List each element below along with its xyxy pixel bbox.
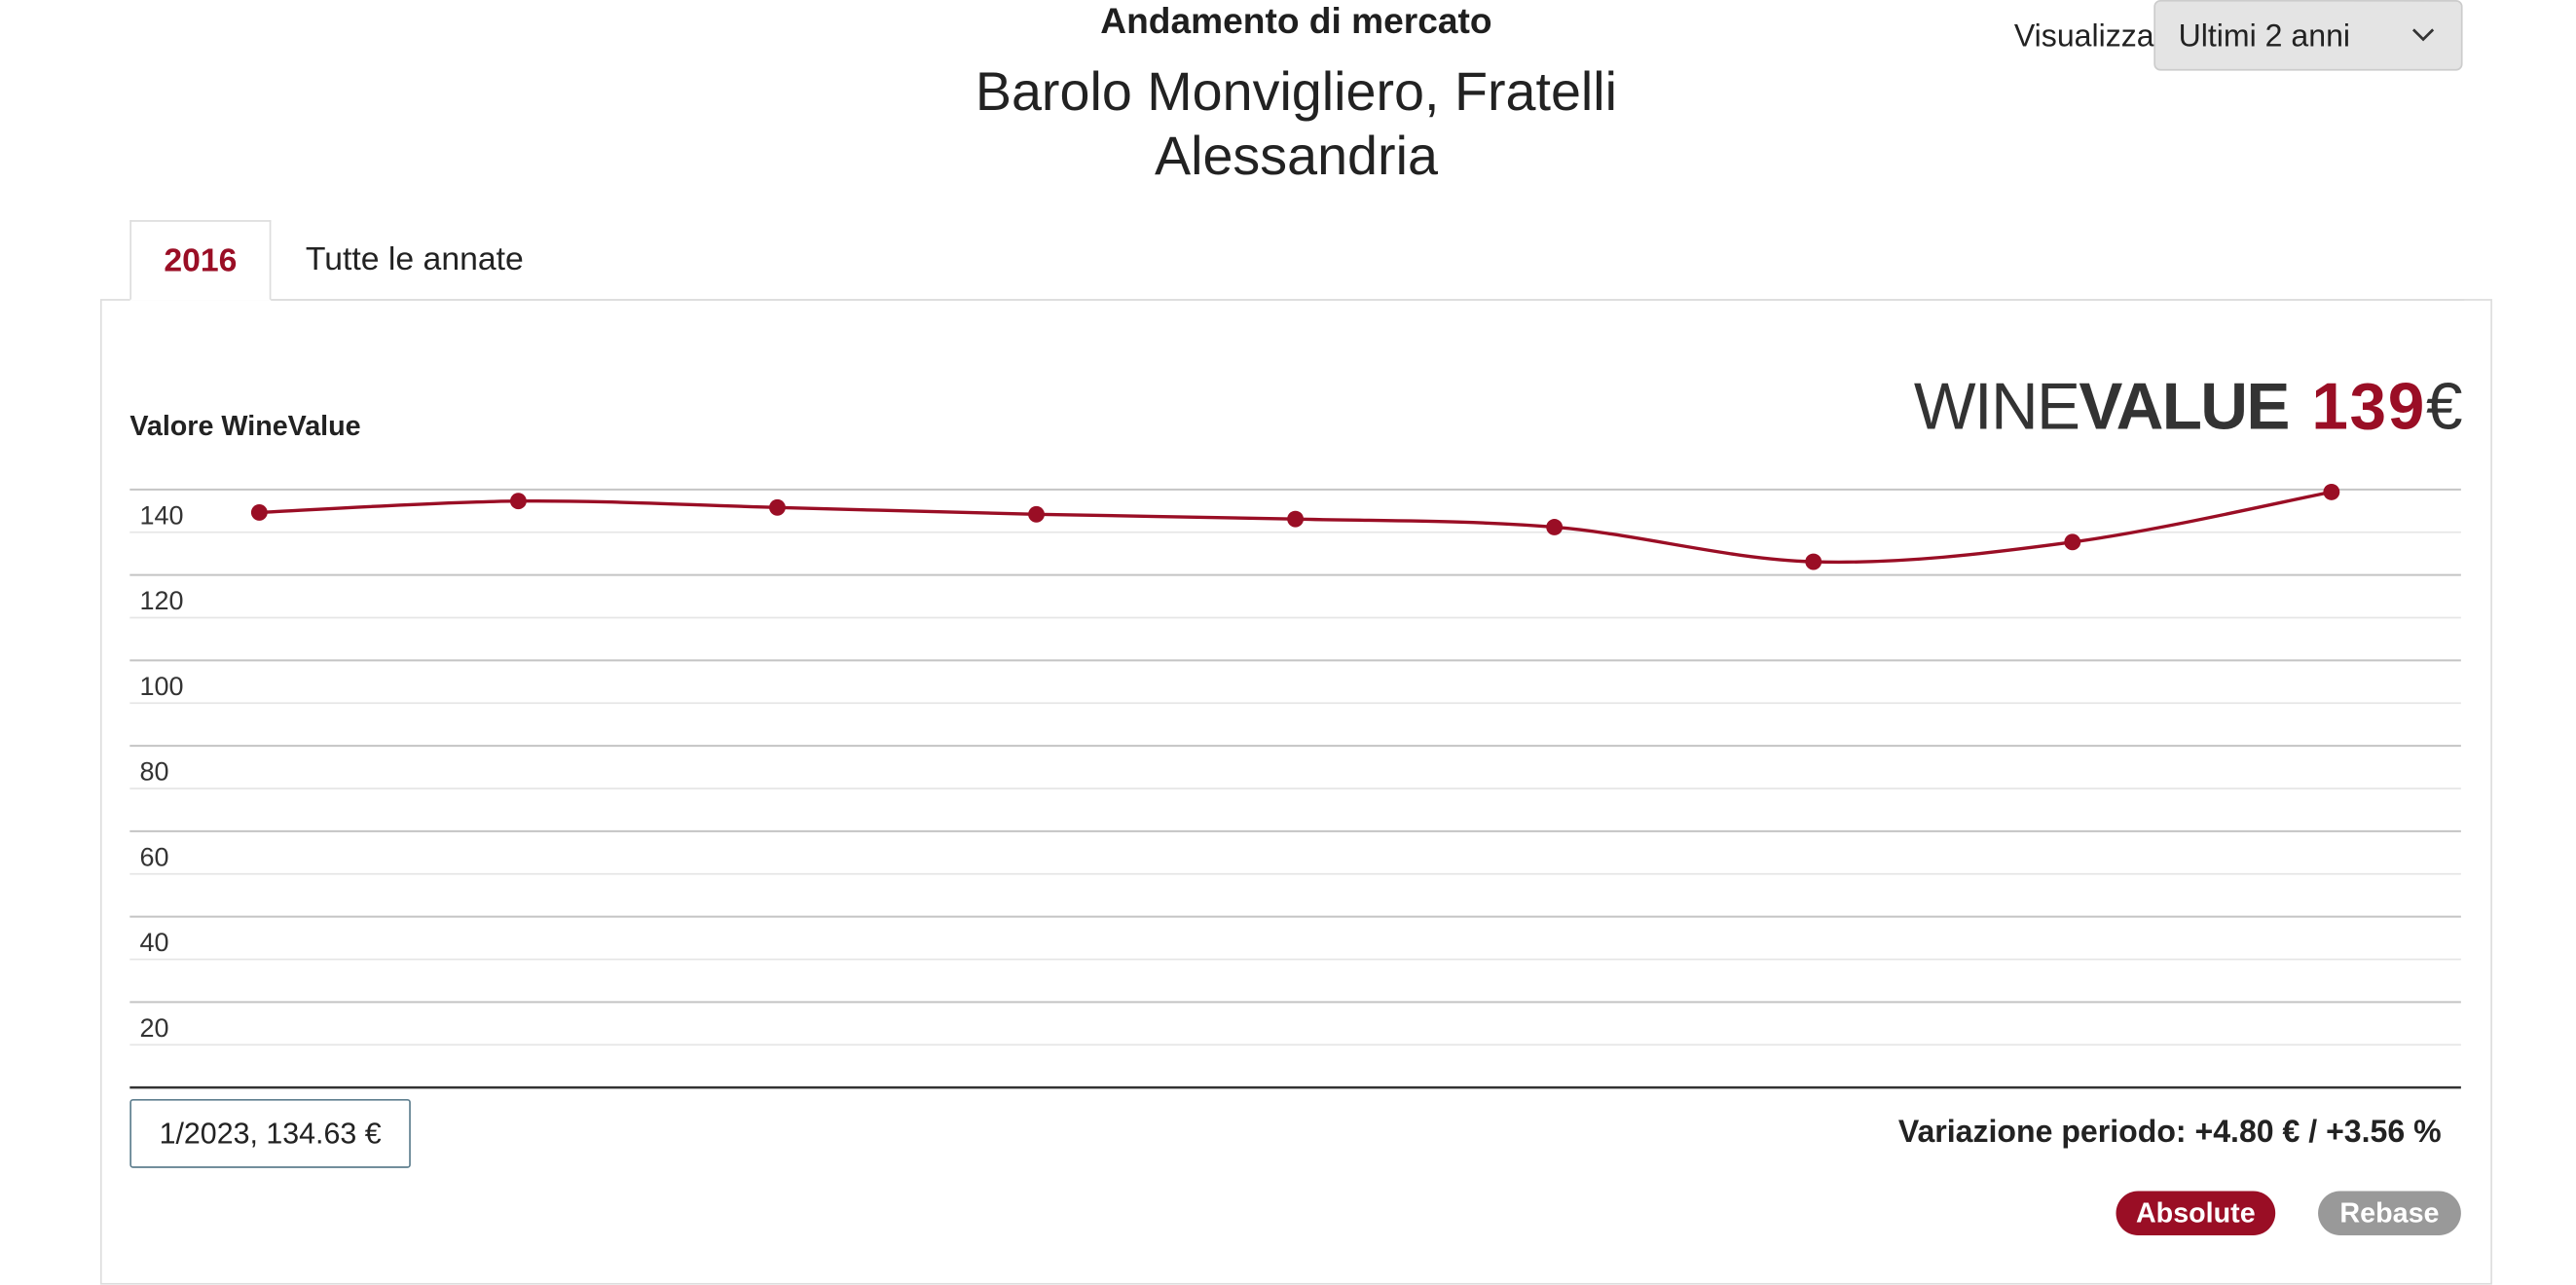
y-tick-label: 100 (139, 672, 183, 701)
y-tick-label: 140 (139, 500, 183, 530)
y-tick-label: 60 (139, 842, 168, 871)
view-label: Visualizza (2013, 19, 2154, 55)
point (2323, 483, 2340, 500)
title: Andamento di mercato (1100, 0, 1492, 42)
point (2064, 533, 2081, 551)
point (250, 503, 268, 521)
point (1805, 553, 1822, 570)
select-text: Ultimi 2 anni (2178, 19, 2351, 55)
y-tick-label: 120 (139, 586, 183, 615)
chevron (2411, 28, 2435, 42)
brand: WINEVALUE 139€ (1913, 371, 2463, 445)
tab[interactable]: 2016 (129, 220, 272, 301)
y-tick-label: 20 (139, 1013, 168, 1043)
button[interactable]: Absolute (2116, 1191, 2276, 1235)
point (1028, 505, 1045, 523)
brand-word: WINE (1913, 371, 2080, 444)
view-select[interactable]: Ultimi 2 anni (2153, 0, 2463, 71)
tab[interactable]: Tutte le annate (305, 241, 524, 278)
point (509, 493, 527, 510)
point (1546, 519, 1564, 535)
tab-line (129, 299, 2465, 301)
tooltip: 1/2023, 134.63 € (129, 1098, 411, 1168)
y-tick-label: 40 (139, 928, 168, 957)
brand-word: VALUE (2079, 371, 2290, 444)
subtitle: Barolo Monvigliero, Fratelli Alessandria (975, 60, 1618, 186)
y-axis-label: Valore WineValue (129, 410, 361, 442)
point (769, 498, 786, 516)
point (1287, 510, 1305, 528)
y-tick-label: 80 (139, 757, 168, 787)
brand-currency: € (2426, 371, 2463, 444)
brand-value: 139 (2311, 371, 2427, 444)
variation: Variazione periodo: +4.80 € / +3.56 % (1897, 1115, 2442, 1151)
button[interactable]: Rebase (2318, 1191, 2461, 1235)
